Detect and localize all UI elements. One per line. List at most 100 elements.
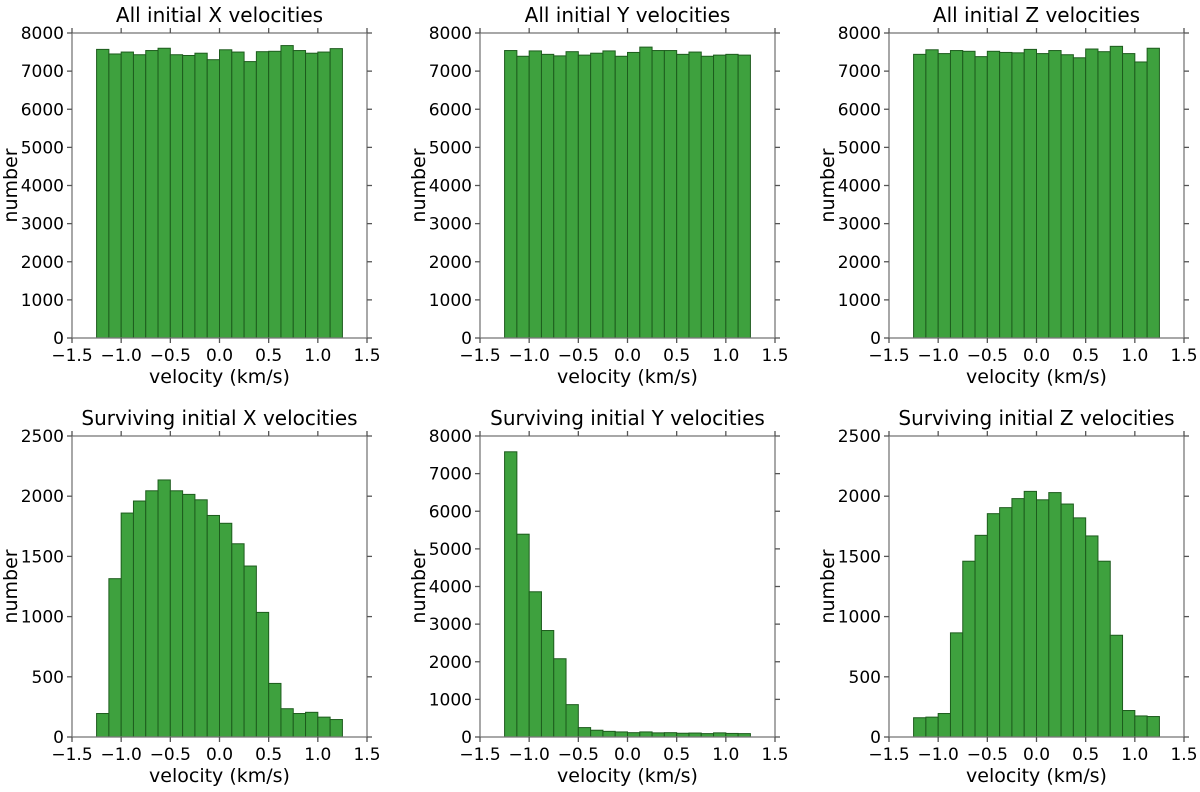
x-tick-label: −1.0: [101, 745, 142, 765]
y-tick-label: 1000: [429, 291, 472, 311]
x-tick-label: −0.5: [558, 346, 599, 366]
x-tick-label: 0.0: [206, 745, 233, 765]
x-tick-label: −1.5: [459, 745, 500, 765]
histogram-bar: [317, 51, 331, 339]
histogram-bar: [1122, 53, 1136, 339]
histogram-bar: [962, 560, 976, 738]
chart-surviving-initial-y-velocities: −1.5 −1.0 −0.5 0.0 0.5 1.0 1.5 0 1000 2000 3000 400…: [408, 406, 789, 787]
histogram-bar: [292, 50, 307, 339]
x-tick-label: −0.5: [150, 346, 191, 366]
histogram-bar: [639, 731, 653, 738]
x-tick-label: 0.0: [614, 346, 641, 366]
x-tick-label: 0.0: [1023, 346, 1050, 366]
histogram-bars: [504, 46, 751, 339]
histogram-bar: [280, 45, 294, 339]
histogram-bar: [1060, 503, 1074, 738]
y-tick-label: 4000: [838, 177, 881, 197]
histogram-bar: [1097, 560, 1111, 738]
histogram-bar: [999, 507, 1013, 738]
histogram-bar: [577, 54, 592, 339]
y-axis-label: number: [0, 549, 22, 623]
x-tick-label: −1.0: [918, 346, 959, 366]
histogram-bar: [1109, 45, 1124, 339]
y-tick-label: 6000: [21, 100, 64, 120]
y-tick-label: 6000: [429, 502, 472, 522]
x-tick-label: −1.0: [509, 346, 550, 366]
x-tick-label: 0.5: [1072, 346, 1099, 366]
chart-title: Surviving initial Y velocities: [490, 406, 765, 430]
histogram-bar: [614, 731, 629, 738]
histogram-bar: [182, 493, 196, 738]
histogram-bar: [516, 533, 530, 738]
y-tick-label: 2000: [21, 487, 64, 507]
chart-all-initial-y-velocities: −1.5 −1.0 −0.5 0.0 0.5 1.0 1.5 0 1000 2000 3000 400…: [408, 3, 789, 388]
histogram-bar: [305, 52, 319, 339]
histogram-bar: [317, 716, 331, 738]
chart-cell-0: −1.5 −1.0 −0.5 0.0 0.5 1.0 1.5 0 1000 2000 3000 400…: [0, 0, 400, 396]
histogram-bar: [913, 717, 927, 738]
x-tick-label: 1.0: [712, 745, 739, 765]
y-axis-label: number: [408, 148, 430, 222]
x-tick-label: 1.5: [1170, 346, 1197, 366]
x-tick-label: 0.5: [255, 346, 282, 366]
histogram-bar: [663, 50, 678, 339]
y-tick-label: 7000: [21, 62, 64, 82]
x-tick-label: −1.5: [868, 346, 909, 366]
histogram-bar: [1146, 47, 1160, 339]
histogram-bar: [986, 50, 1001, 339]
x-tick-label: 0.0: [1023, 745, 1050, 765]
histogram-bar: [329, 48, 343, 339]
chart-cell-2: −1.5 −1.0 −0.5 0.0 0.5 1.0 1.5 0 1000 2000 3000 400…: [800, 0, 1200, 396]
y-tick-label: 3000: [429, 615, 472, 635]
histogram-bar: [169, 490, 184, 738]
histogram-bar: [614, 55, 629, 339]
histogram-bar: [1097, 51, 1111, 339]
histogram-bar: [565, 51, 579, 339]
histogram-bars: [913, 490, 1160, 738]
histogram-bar: [219, 522, 233, 738]
histogram-bar: [96, 48, 110, 339]
histogram-bar: [1023, 48, 1038, 339]
histogram-bar: [329, 719, 343, 738]
histogram-bar: [516, 55, 530, 339]
histogram-bar: [280, 708, 294, 738]
histogram-bar: [1072, 57, 1087, 339]
histogram-bar: [676, 53, 690, 339]
x-tick-label: 1.5: [761, 745, 788, 765]
histogram-bar: [1085, 535, 1099, 738]
histogram-bar: [120, 51, 134, 339]
histogram-bar: [528, 591, 542, 738]
histogram-bar: [145, 50, 159, 339]
histogram-bar: [540, 630, 555, 738]
histogram-bar: [737, 54, 751, 339]
histogram-bar: [937, 53, 951, 339]
histogram-bar: [268, 682, 282, 738]
histogram-bar: [231, 51, 245, 339]
y-tick-label: 5000: [838, 138, 881, 158]
histogram-bar: [713, 54, 727, 339]
y-tick-label: 0: [53, 329, 64, 349]
histogram-bar: [243, 61, 257, 339]
histogram-bar: [206, 59, 221, 339]
x-tick-label: −1.5: [51, 745, 92, 765]
y-tick-label: 3000: [21, 215, 64, 235]
histogram-bar: [96, 713, 110, 738]
histogram-bar: [504, 451, 518, 738]
histogram-bar: [590, 52, 604, 339]
histogram-bar: [1023, 490, 1038, 738]
y-tick-label: 7000: [429, 62, 472, 82]
histogram-bar: [590, 729, 604, 738]
histogram-bar: [1109, 634, 1124, 738]
y-tick-label: 0: [53, 728, 64, 748]
histogram-bar: [553, 55, 567, 339]
chart-cell-3: −1.5 −1.0 −0.5 0.0 0.5 1.0 1.5 0 500 1000 1500 2000…: [0, 396, 400, 792]
chart-title: All initial Z velocities: [933, 3, 1140, 27]
chart-all-initial-z-velocities: −1.5 −1.0 −0.5 0.0 0.5 1.0 1.5 0 1000 2000 3000 400…: [817, 3, 1198, 388]
chart-surviving-initial-x-velocities: −1.5 −1.0 −0.5 0.0 0.5 1.0 1.5 0 500 1000 1500 2000…: [0, 406, 381, 787]
histogram-bar: [1146, 716, 1160, 738]
x-tick-label: 1.5: [353, 745, 380, 765]
histogram-bar: [925, 49, 939, 339]
x-tick-label: −1.5: [868, 745, 909, 765]
histogram-bar: [108, 578, 122, 738]
